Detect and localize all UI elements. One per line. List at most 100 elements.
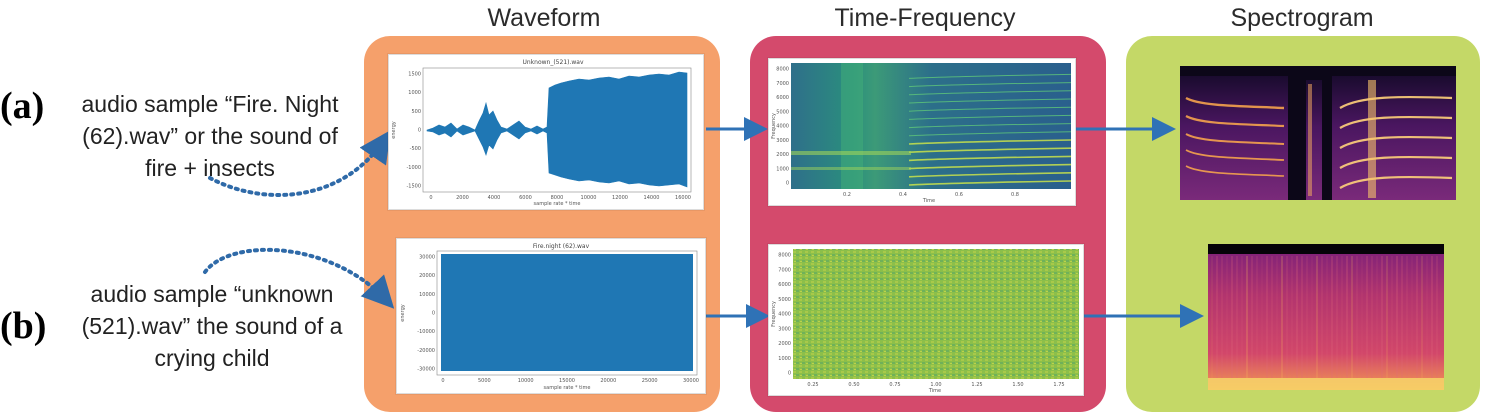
y-tick-label: 1000 — [776, 166, 789, 172]
y-tick-label: 20000 — [419, 273, 435, 279]
x-tick-label: 0 — [441, 378, 444, 384]
x-tick-label: 5000 — [478, 378, 491, 384]
waveform-b-yticks: 30000 20000 10000 0 -10000 -20000 -30000 — [417, 255, 435, 373]
caption-a: audio sample “Fire. Night (62).wav” or t… — [60, 88, 360, 184]
y-tick-label: 1000 — [778, 356, 791, 362]
time-frequency-plot-a: 8000 7000 6000 5000 4000 3000 2000 1000 0 0.2 0.4… — [768, 58, 1076, 206]
y-tick-label: 6000 — [776, 95, 789, 101]
waveform-a-signal — [426, 71, 688, 188]
caption-a-line-2: (62).wav” or the sound of — [82, 123, 338, 149]
dotted-arrow-b — [203, 247, 395, 309]
y-tick-label: 0 — [432, 311, 435, 317]
x-tick-label: 10000 — [581, 195, 597, 201]
spectrogram-a-harmonics — [1185, 80, 1453, 198]
dotted-arrow-a — [208, 130, 391, 198]
y-tick-label: -1000 — [406, 165, 421, 171]
y-tick-label: 8000 — [776, 67, 789, 73]
y-tick-label: 2000 — [776, 152, 789, 158]
time-frequency-b-ylabel: Frequency — [771, 301, 777, 327]
waveform-plot-a: Unknown_(521).wav 1500 1000 500 0 -500 -1000 -… — [388, 54, 704, 210]
waveform-a-xlabel: sample rate * time — [534, 201, 581, 207]
y-tick-label: 2000 — [778, 341, 791, 347]
caption-b-line-1: audio sample “unknown — [90, 281, 334, 307]
x-tick-label: 12000 — [612, 195, 628, 201]
spectrogram-b-streaks — [1211, 256, 1438, 378]
time-frequency-a-harmonics — [791, 63, 1072, 189]
x-tick-label: 30000 — [683, 378, 699, 384]
y-tick-label: 7000 — [778, 267, 791, 273]
y-tick-label: -20000 — [417, 348, 435, 354]
waveform-b-signal — [441, 255, 693, 371]
caption-b-line-2: (521).wav” the sound of a — [81, 313, 343, 339]
y-tick-label: 7000 — [776, 81, 789, 87]
y-tick-label: 3000 — [778, 326, 791, 332]
y-tick-label: 8000 — [778, 253, 791, 259]
waveform-a-title: Unknown_(521).wav — [522, 59, 583, 66]
x-tick-label: 0.6 — [955, 192, 963, 198]
header-waveform: Waveform — [487, 4, 601, 32]
time-frequency-a-xlabel: Time — [922, 198, 935, 204]
y-tick-label: 30000 — [419, 255, 435, 261]
x-tick-label: 0.25 — [807, 382, 818, 388]
y-tick-label: -1500 — [406, 184, 421, 190]
y-tick-label: 4000 — [778, 312, 791, 318]
time-frequency-plot-b: 8000 7000 6000 5000 4000 3000 2000 1000 0 0.25 0.… — [768, 244, 1084, 396]
time-frequency-b-xticks: 0.25 0.50 0.75 1.00 1.25 1.50 1.75 — [807, 382, 1064, 388]
x-tick-label: 20000 — [600, 378, 616, 384]
x-tick-label: 16000 — [675, 195, 691, 201]
x-tick-label: 0.2 — [843, 192, 851, 198]
spectrogram-b — [1208, 244, 1444, 390]
waveform-b-xlabel: sample rate * time — [544, 385, 591, 391]
row-label-b: (b) — [0, 305, 47, 347]
x-tick-label: 1.25 — [971, 382, 982, 388]
y-tick-label: 3000 — [776, 138, 789, 144]
caption-b-line-3: crying child — [154, 345, 270, 371]
caption-b: audio sample “unknown (521).wav” the sou… — [62, 278, 362, 374]
waveform-b-xticks: 0 5000 10000 15000 20000 25000 30000 — [441, 378, 699, 384]
x-tick-label: 0.8 — [1011, 192, 1019, 198]
x-tick-label: 0.50 — [848, 382, 859, 388]
y-tick-label: -500 — [410, 146, 421, 152]
x-tick-label: 6000 — [519, 195, 532, 201]
y-tick-label: -10000 — [417, 329, 435, 335]
waveform-b-ylabel: energy — [400, 304, 406, 321]
y-tick-label: 1500 — [408, 72, 421, 78]
y-tick-label: 0 — [788, 371, 791, 377]
time-frequency-b-yticks: 8000 7000 6000 5000 4000 3000 2000 1000 0 — [778, 253, 791, 377]
y-tick-label: 500 — [411, 109, 421, 115]
x-tick-label: 1.50 — [1012, 382, 1023, 388]
y-tick-label: 10000 — [419, 292, 435, 298]
y-tick-label: 5000 — [776, 109, 789, 115]
x-tick-label: 1.75 — [1053, 382, 1064, 388]
time-frequency-a-yticks: 8000 7000 6000 5000 4000 3000 2000 1000 0 — [776, 67, 789, 187]
x-tick-label: 14000 — [644, 195, 660, 201]
x-tick-label: 4000 — [488, 195, 501, 201]
x-tick-label: 15000 — [559, 378, 575, 384]
row-label-a: (a) — [0, 85, 45, 127]
y-tick-label: -30000 — [417, 367, 435, 373]
waveform-a-ylabel: energy — [391, 121, 397, 138]
y-tick-label: 4000 — [776, 124, 789, 130]
waveform-plot-b: Fire.night (62).wav 30000 20000 10000 0 -100… — [396, 238, 706, 394]
waveform-a-yticks: 1500 1000 500 0 -500 -1000 -1500 — [406, 72, 421, 190]
caption-a-line-1: audio sample “Fire. Night — [81, 91, 339, 117]
y-tick-label: 0 — [786, 181, 789, 187]
time-frequency-a-ylabel: Frequency — [771, 113, 777, 139]
x-tick-label: 2000 — [456, 195, 469, 201]
y-tick-label: 5000 — [778, 297, 791, 303]
y-tick-label: 0 — [418, 128, 421, 134]
waveform-a-xticks: 0 2000 4000 6000 8000 10000 12000 14000 16000 — [429, 195, 691, 201]
x-tick-label: 8000 — [551, 195, 564, 201]
spectrogram-a — [1180, 66, 1456, 200]
x-tick-label: 0.75 — [889, 382, 900, 388]
header-time-frequency: Time-Frequency — [834, 4, 1016, 32]
x-tick-label: 10000 — [518, 378, 534, 384]
time-frequency-b-xlabel: Time — [928, 388, 941, 394]
header-spectrogram: Spectrogram — [1230, 4, 1374, 32]
y-tick-label: 1000 — [408, 90, 421, 96]
x-tick-label: 25000 — [642, 378, 658, 384]
x-tick-label: 1.00 — [930, 382, 941, 388]
time-frequency-a-xticks: 0.2 0.4 0.6 0.8 — [843, 192, 1019, 198]
x-tick-label: 0.4 — [899, 192, 907, 198]
